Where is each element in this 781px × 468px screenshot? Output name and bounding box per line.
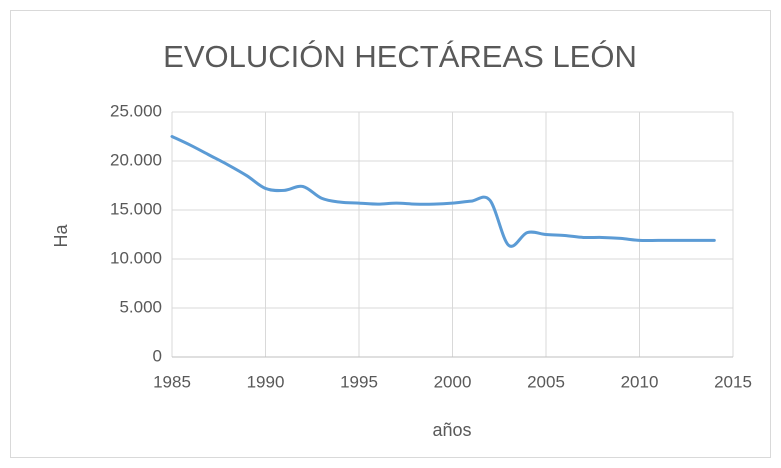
x-tick-label: 1995 <box>340 372 378 391</box>
chart-title: EVOLUCIÓN HECTÁREAS LEÓN <box>163 39 637 74</box>
x-tick-label: 2015 <box>714 372 752 391</box>
y-tick-label: 10.000 <box>110 248 162 267</box>
y-tick-label: 25.000 <box>110 101 162 120</box>
chart-border <box>10 10 771 458</box>
y-tick-label: 15.000 <box>110 199 162 218</box>
y-tick-label: 20.000 <box>110 150 162 169</box>
x-tick-label: 2005 <box>527 372 565 391</box>
y-tick-label: 5.000 <box>119 297 162 316</box>
y-axis-label: Ha <box>51 224 71 248</box>
x-tick-label: 1985 <box>153 372 191 391</box>
x-tick-label: 2000 <box>434 372 472 391</box>
x-tick-label: 2010 <box>621 372 659 391</box>
x-axis-label: años <box>432 420 471 440</box>
x-tick-label: 1990 <box>247 372 285 391</box>
data-line <box>170 135 716 248</box>
y-tick-label: 0 <box>153 346 162 365</box>
